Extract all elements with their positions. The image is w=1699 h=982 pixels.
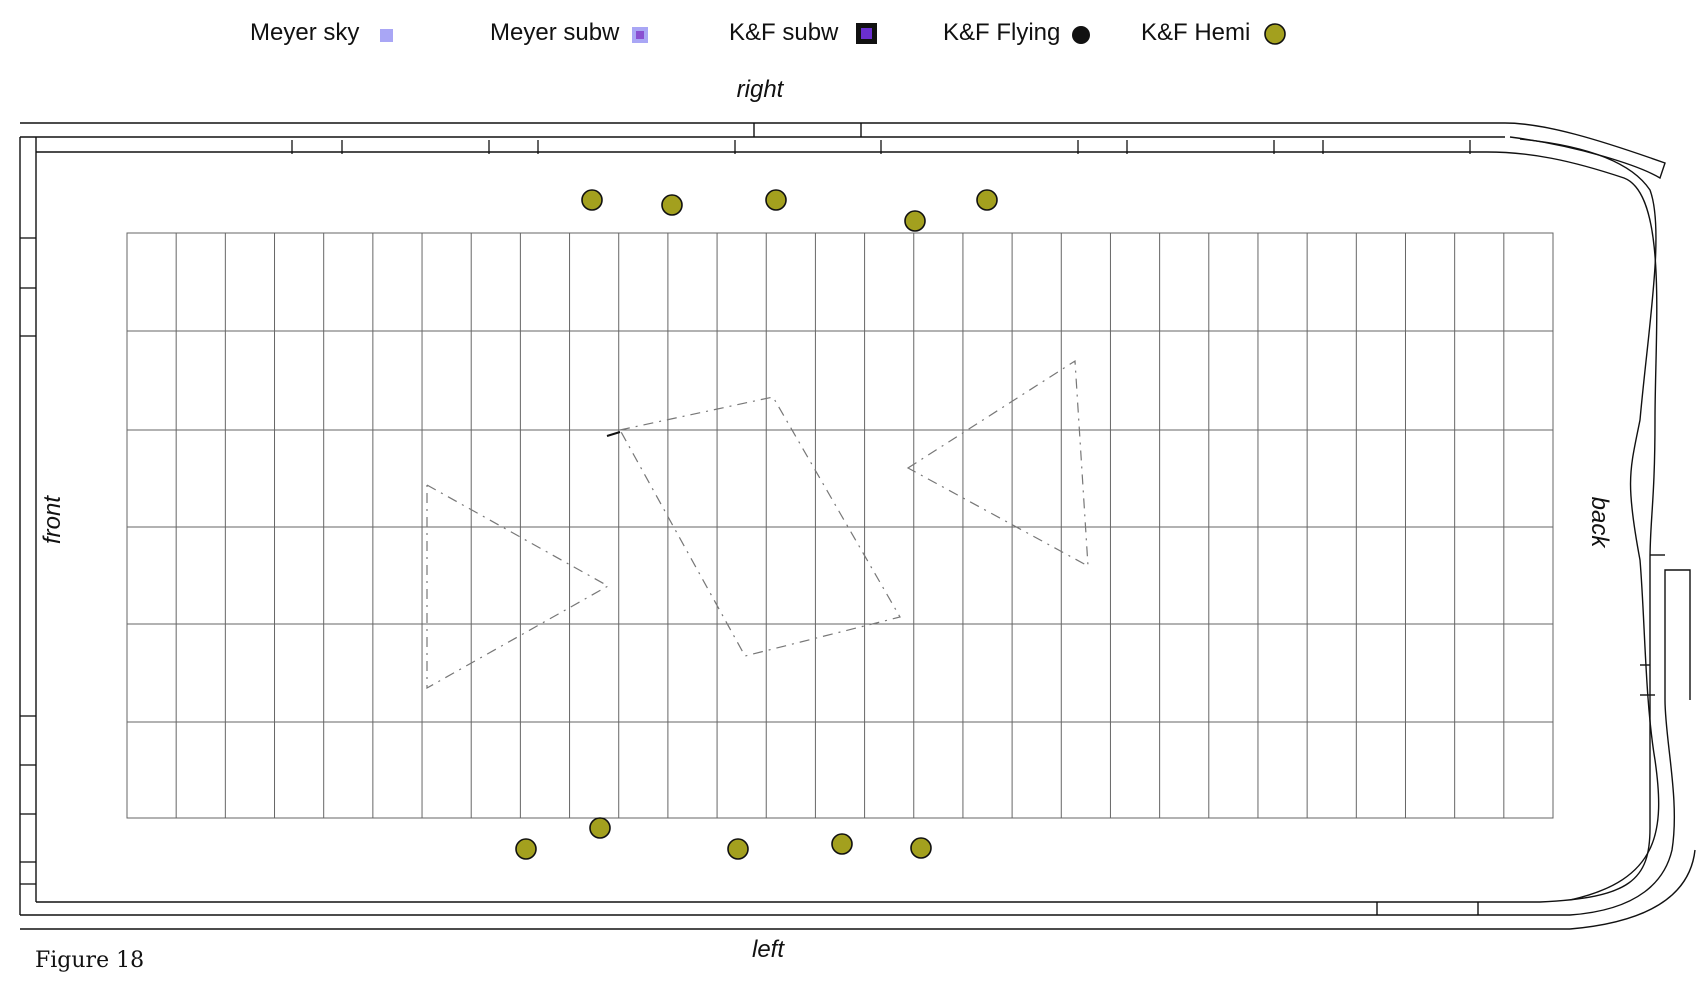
side-label-right: right: [737, 76, 785, 103]
meyer-sky-swatch: [380, 29, 393, 42]
legend-item-kf-hemi: K&F Hemi: [1141, 19, 1286, 46]
figure-caption: Figure 18: [35, 948, 144, 973]
kf-subw-swatch-inner: [861, 28, 872, 39]
legend-item-kf-subw: K&F subw: [729, 19, 877, 46]
kf-hemi-speaker: [831, 833, 853, 855]
kf-hemi-speaker: [581, 189, 603, 211]
kf-hemi-speakers: [515, 189, 998, 860]
kf-hemi-speaker: [515, 838, 537, 860]
kf-hemi-speaker: [727, 838, 749, 860]
dashed-triangle-left: [426, 483, 610, 690]
legend: Meyer sky Meyer subw K&F subw K&F Flying…: [250, 19, 1286, 46]
short-marker: [606, 431, 621, 437]
floor-grid: [126, 232, 1554, 819]
kf-flying-swatch: [1072, 26, 1090, 44]
kf-hemi-speaker: [904, 210, 926, 232]
legend-label-kf-flying: K&F Flying: [943, 19, 1060, 46]
kf-hemi-speaker: [910, 837, 932, 859]
kf-hemi-swatch: [1264, 23, 1286, 45]
legend-label-meyer-subw: Meyer subw: [490, 19, 620, 46]
grid-border: [126, 232, 1554, 819]
venue-walls: [19, 122, 1696, 930]
side-label-front: front: [39, 495, 66, 544]
legend-label-kf-hemi: K&F Hemi: [1141, 19, 1250, 46]
meyer-subw-swatch-inner: [636, 31, 644, 39]
dashed-triangle-right: [906, 359, 1089, 568]
legend-label-meyer-sky: Meyer sky: [250, 19, 359, 46]
kf-hemi-speaker: [589, 817, 611, 839]
side-label-left: left: [752, 936, 785, 963]
kf-hemi-speaker: [765, 189, 787, 211]
legend-label-kf-subw: K&F subw: [729, 19, 839, 46]
legend-item-meyer-sky: Meyer sky: [250, 19, 393, 46]
wall-ticks: [20, 140, 1471, 885]
legend-item-kf-flying: K&F Flying: [943, 19, 1090, 46]
legend-item-meyer-subw: Meyer subw: [490, 19, 648, 46]
kf-hemi-speaker: [661, 194, 683, 216]
side-label-back: back: [1586, 497, 1613, 550]
dashed-quad-center: [619, 396, 901, 657]
dashed-outlines: [426, 359, 1089, 690]
kf-hemi-speaker: [976, 189, 998, 211]
